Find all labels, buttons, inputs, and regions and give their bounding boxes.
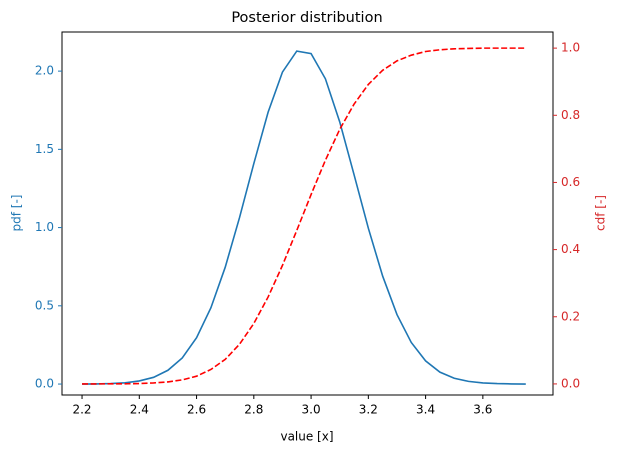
y2-tick-label: 0.0 [561,376,580,390]
x-tick-label: 3.2 [359,403,378,417]
x-tick-label: 2.2 [72,403,91,417]
y2-tick-label: 1.0 [561,41,580,55]
y2-tick-label: 0.8 [561,108,580,122]
plot-frame [61,31,554,396]
x-axis-label: value [x] [280,430,333,444]
y-axis-label: pdf [-] [10,195,24,232]
y-tick-label: 1.0 [35,220,54,234]
line-cdf [82,47,526,385]
line-pdf [82,50,526,385]
x-tick-label: 3.0 [302,403,321,417]
y-tick-label: 0.0 [35,377,54,391]
x-tick-label: 2.8 [244,403,263,417]
y2-tick-label: 0.4 [561,242,580,256]
x-tick-label: 3.4 [416,403,435,417]
chart-title: Posterior distribution [231,10,382,26]
y2-axis-label: cdf [-] [594,195,608,231]
y-tick-label: 2.0 [35,64,54,78]
x-tick-label: 2.4 [130,403,149,417]
y2-tick-label: 0.2 [561,309,580,323]
y2-tick-label: 0.6 [561,175,580,189]
y-tick-label: 0.5 [35,298,54,312]
x-tick-label: 2.6 [187,403,206,417]
y-tick-label: 1.5 [35,142,54,156]
x-tick-label: 3.6 [473,403,492,417]
